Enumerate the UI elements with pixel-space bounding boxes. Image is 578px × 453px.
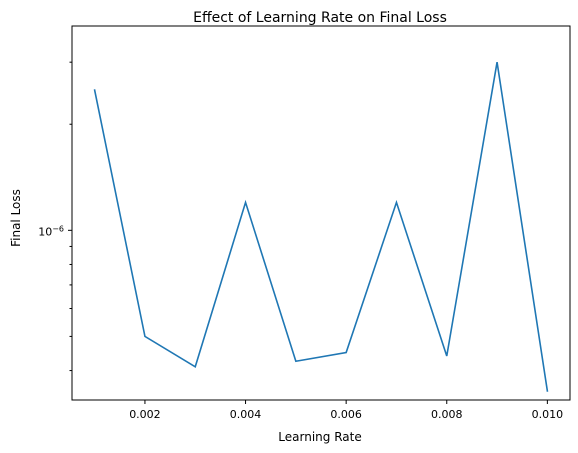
y-tick-label-base: 10 (38, 225, 52, 238)
y-tick-label-exponent: −6 (52, 224, 64, 233)
plot-frame (71, 25, 571, 401)
y-tick-label: 10−6 (38, 224, 64, 239)
x-axis: 0.002 0.004 0.006 0.008 0.010 (129, 400, 563, 421)
y-axis-label: Final Loss (9, 189, 23, 247)
x-tick-label: 0.002 (129, 408, 161, 421)
x-axis-label: Learning Rate (278, 430, 361, 444)
chart-title: Effect of Learning Rate on Final Loss (193, 10, 447, 26)
series-layer (93, 62, 549, 392)
x-tick-label: 0.008 (431, 408, 463, 421)
series-line (93, 62, 549, 392)
x-tick-label: 0.010 (532, 408, 564, 421)
x-tick-label: 0.006 (330, 408, 362, 421)
y-axis: 10−6 (38, 61, 72, 372)
x-tick-label: 0.004 (230, 408, 262, 421)
